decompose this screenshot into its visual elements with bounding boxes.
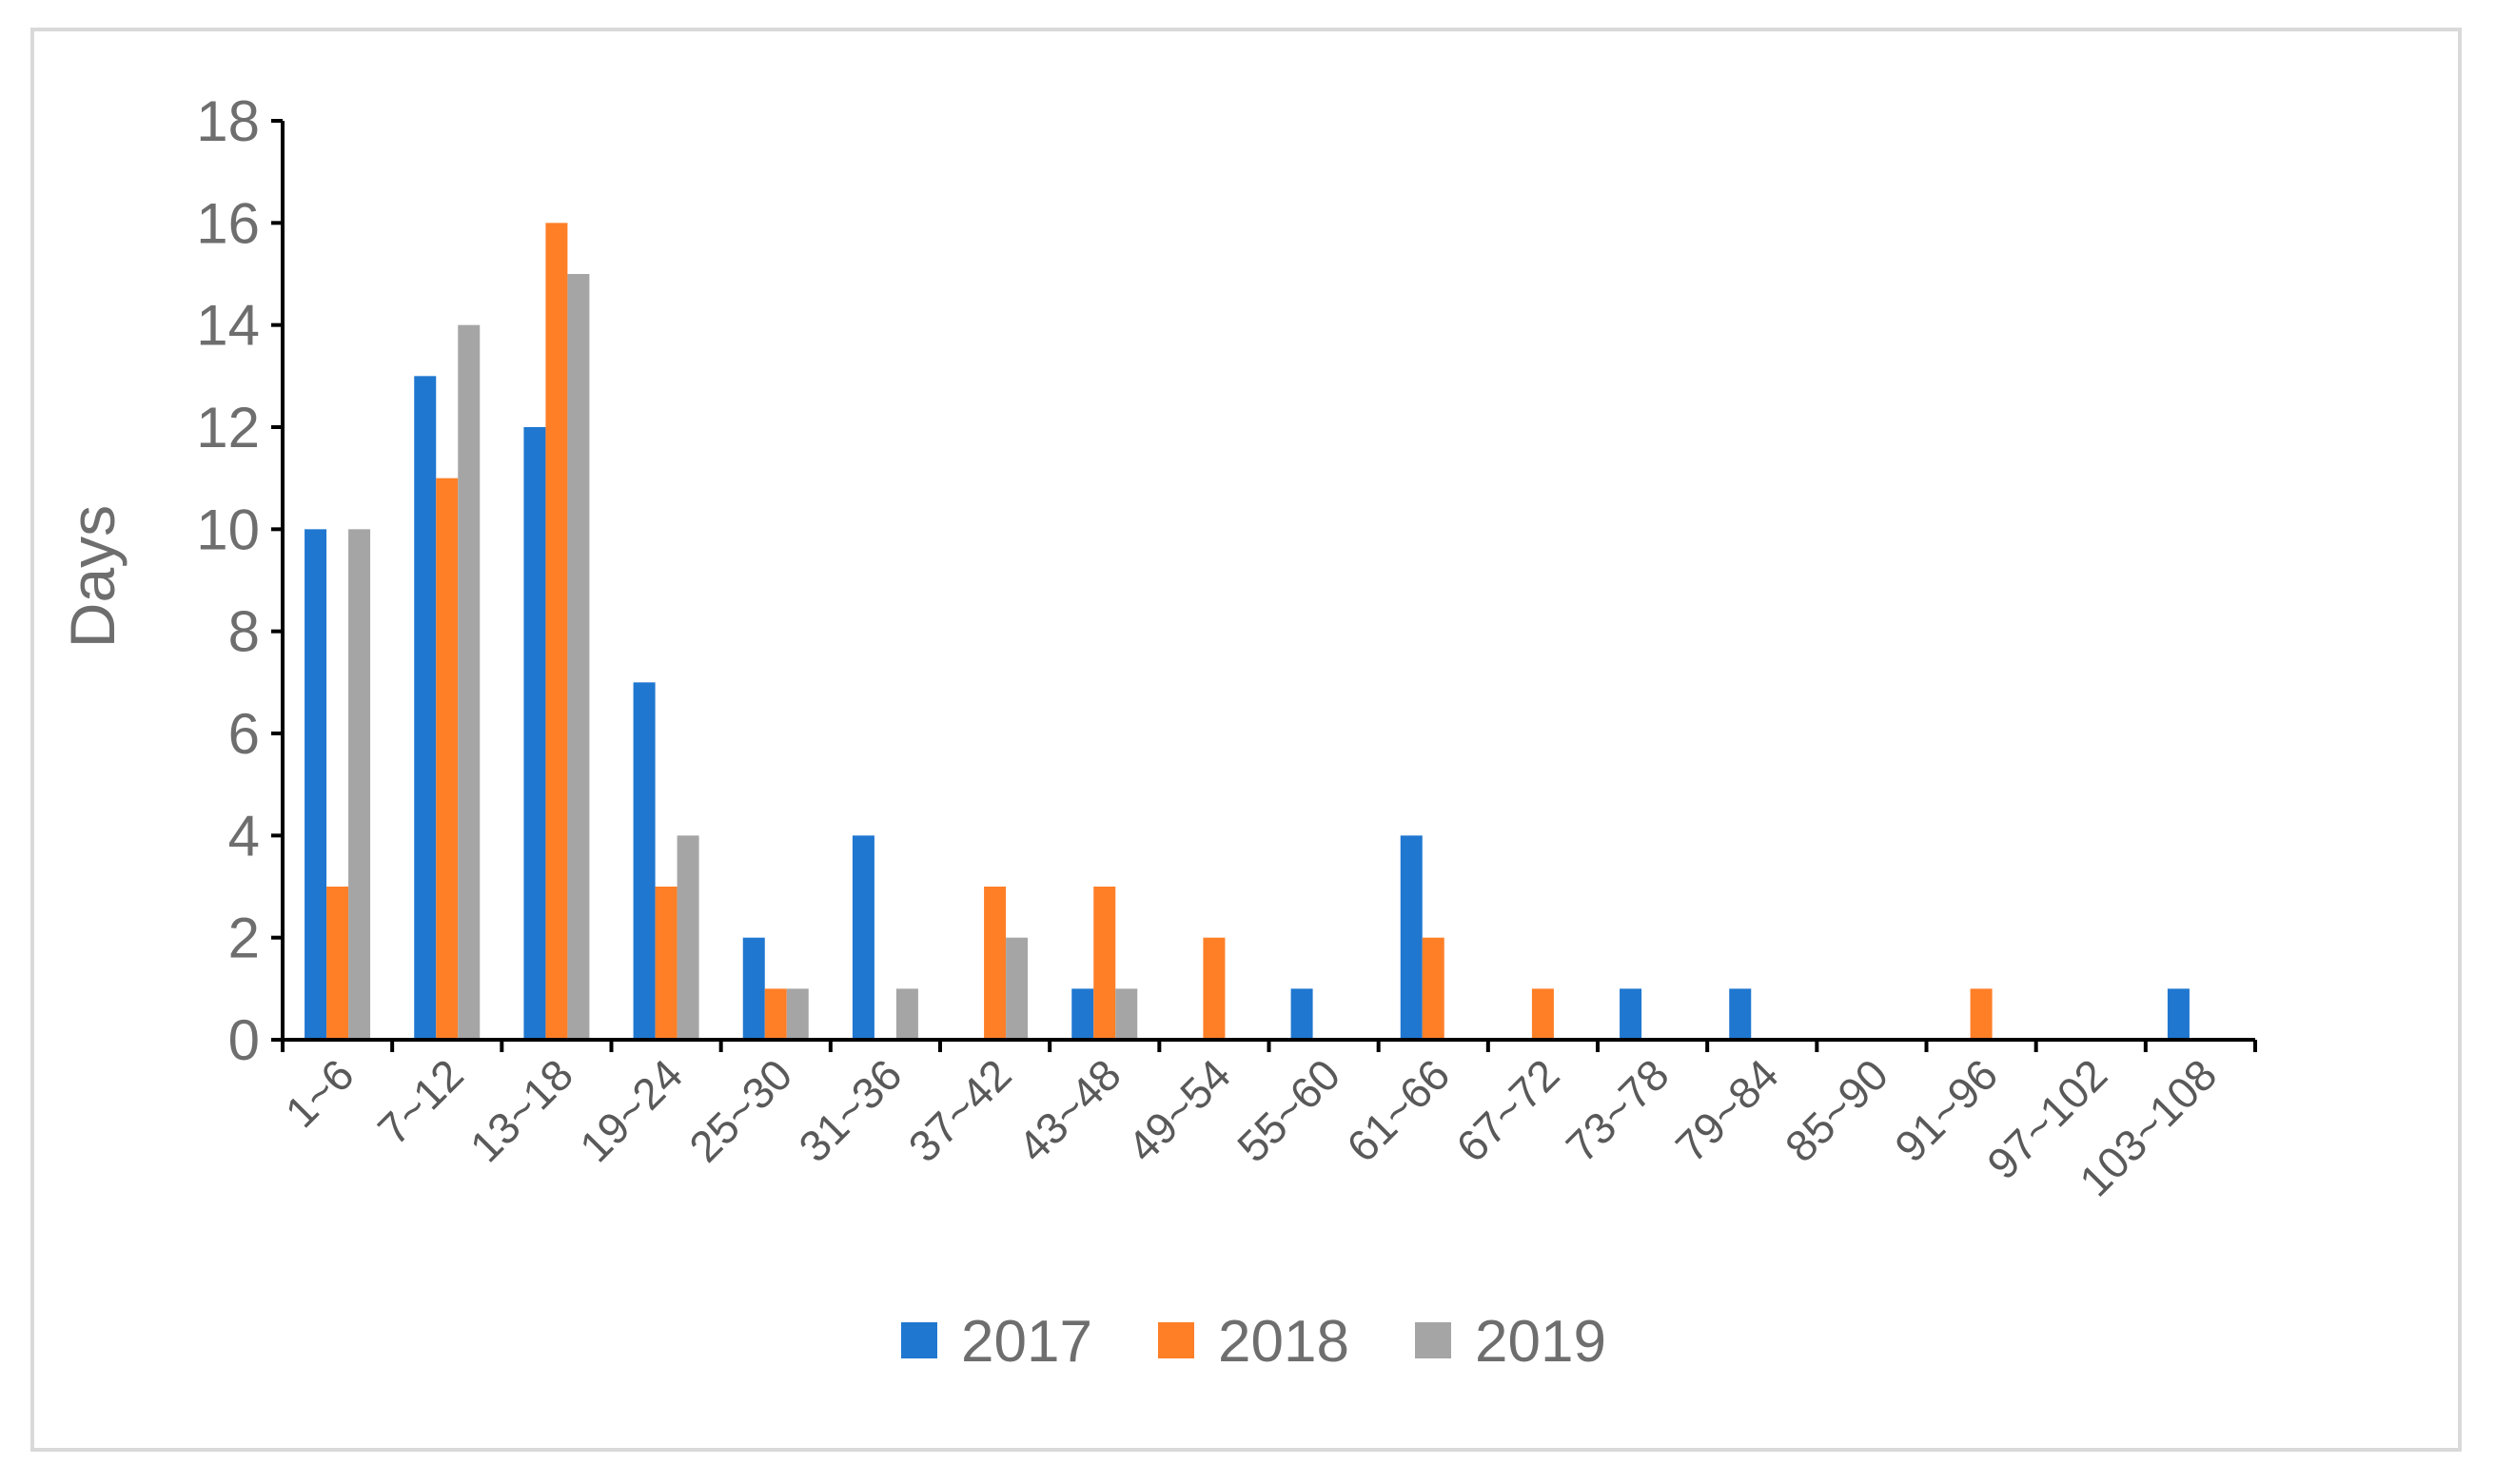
y-tick-label: 6	[228, 702, 260, 766]
bar-2019-7~12	[458, 324, 481, 1041]
bar-2018-37~42	[984, 887, 1007, 1040]
bar-2017-7~12	[414, 376, 437, 1040]
bar-2017-73~78	[1620, 988, 1642, 1040]
bar-2017-61~66	[1400, 835, 1423, 1040]
bar-2017-43~48	[1071, 988, 1094, 1040]
legend-label-2017: 2017	[961, 1309, 1092, 1375]
bar-2018-1~6	[326, 887, 349, 1040]
bar-2018-19~24	[655, 887, 678, 1040]
y-tick-label: 8	[228, 600, 260, 664]
x-tick-label: 13~18	[461, 1049, 582, 1171]
legend-swatch-2017	[901, 1322, 937, 1358]
x-tick-label: 49~54	[1118, 1049, 1240, 1171]
y-axis: 0 2 4 6 8 10 12 14 16 18	[196, 89, 285, 1072]
bar-2019-19~24	[677, 835, 699, 1040]
bar-2018-43~48	[1093, 887, 1116, 1040]
bar-2018-49~54	[1203, 937, 1226, 1040]
x-tick-label: 79~84	[1666, 1049, 1788, 1171]
bars-group	[305, 223, 2190, 1041]
y-tick-label: 16	[196, 191, 260, 255]
y-tick-label: 4	[228, 804, 260, 868]
legend-label-2018: 2018	[1218, 1309, 1349, 1375]
bar-2017-1~6	[305, 529, 327, 1040]
legend-swatch-2019	[1415, 1322, 1451, 1358]
y-tick-label: 14	[196, 294, 260, 358]
bar-2019-31~36	[895, 988, 918, 1040]
bar-2017-19~24	[633, 682, 656, 1040]
x-tick-label: 73~78	[1557, 1049, 1679, 1171]
y-tick-label: 18	[196, 89, 260, 153]
bar-2017-13~18	[523, 427, 546, 1040]
bar-2018-25~30	[764, 988, 787, 1040]
bar-2017-31~36	[852, 835, 874, 1040]
x-tick-label: 37~42	[899, 1049, 1021, 1171]
bar-2019-1~6	[348, 529, 371, 1040]
x-tick-label: 25~30	[679, 1049, 801, 1171]
y-tick-label: 2	[228, 907, 260, 970]
legend-label-2019: 2019	[1475, 1309, 1606, 1375]
x-tick-label: 67~72	[1446, 1049, 1568, 1171]
y-tick-label: 10	[196, 498, 260, 561]
y-tick-label: 12	[196, 396, 260, 459]
bar-2018-7~12	[436, 478, 459, 1041]
x-tick-label: 85~90	[1776, 1049, 1897, 1171]
bar-2019-37~42	[1006, 937, 1029, 1040]
x-tick-label: 31~36	[789, 1049, 911, 1171]
bar-2019-13~18	[567, 274, 590, 1040]
bar-2019-43~48	[1115, 988, 1138, 1040]
x-tick-label: 43~48	[1009, 1049, 1130, 1171]
x-tick-label: 19~24	[570, 1049, 692, 1171]
y-axis-title: Days	[57, 505, 128, 648]
x-tick-label: 7~12	[368, 1049, 473, 1154]
bar-2018-61~66	[1422, 937, 1444, 1040]
legend: 2017 2018 2019	[901, 1309, 1606, 1375]
bar-2018-67~72	[1531, 988, 1554, 1040]
legend-swatch-2018	[1158, 1322, 1194, 1358]
y-tick-label: 0	[228, 1008, 260, 1072]
bar-2017-25~30	[742, 937, 765, 1040]
bar-2018-13~18	[545, 223, 568, 1041]
x-tick-label: 61~66	[1337, 1049, 1459, 1171]
bar-2019-25~30	[786, 988, 809, 1040]
bar-2018-91~96	[1970, 988, 1993, 1040]
bar-2017-103~108	[2167, 988, 2190, 1040]
bar-2017-79~84	[1729, 988, 1752, 1040]
x-tick-label: 1~6	[276, 1049, 363, 1137]
x-tick-label: 55~60	[1228, 1049, 1349, 1171]
x-axis: 1~6 7~1213~1819~2425~3031~3637~4243~4849~…	[276, 1038, 2257, 1206]
bar-2017-55~60	[1290, 988, 1313, 1040]
